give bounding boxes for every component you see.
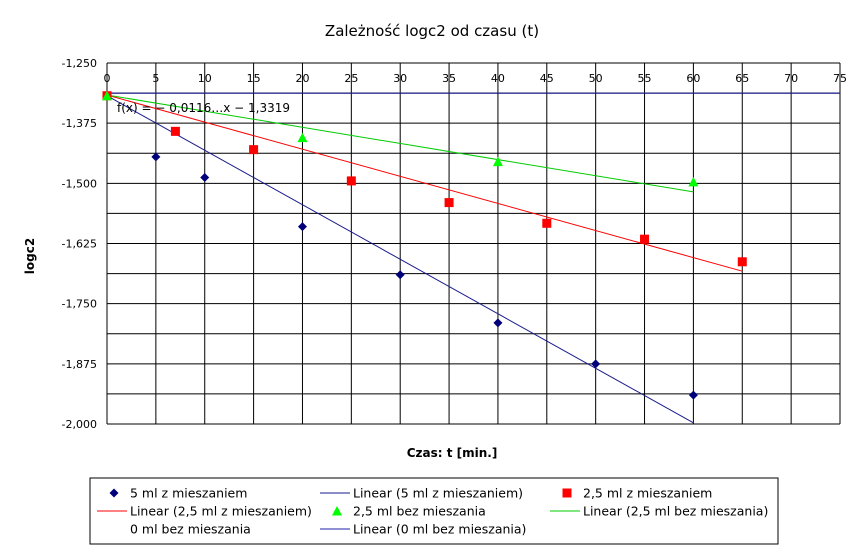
x-tick-label: 15 [247,72,261,85]
legend-marker [109,488,119,498]
legend-label: 2,5 ml bez mieszania [353,504,486,519]
legend-marker [332,506,342,516]
x-tick-label: 70 [784,72,798,85]
data-point [249,145,259,155]
x-tick-label: 35 [442,72,456,85]
x-tick-label: 10 [198,72,212,85]
legend-label: Linear (5 ml z mieszaniem) [353,486,523,501]
data-point [297,132,308,143]
data-point [102,90,112,101]
data-point [591,359,601,369]
y-tick-label: -1,250 [62,57,97,70]
data-point [737,257,747,267]
data-point [170,126,180,136]
legend: 5 ml z mieszaniem Linear (5 ml z mieszani… [97,486,768,537]
data-points [102,90,747,400]
data-point [688,390,698,400]
legend-label: 2,5 ml z mieszaniem [583,486,712,501]
y-tick-label: -1,750 [62,298,97,311]
x-tick-label: 55 [638,72,652,85]
legend-label: 5 ml z mieszaniem [130,486,247,501]
trendlines [106,92,840,424]
legend-label: Linear (0 ml bez mieszania) [353,522,526,537]
legend-marker [562,488,572,498]
x-tick-labels: 0 5 10 15 20 25 30 35 40 45 50 55 60 65 70 75 [104,72,848,85]
y-tick-label: -1,375 [62,117,97,130]
gridlines [106,62,841,425]
x-tick-label: 30 [393,72,407,85]
data-point [444,198,454,208]
x-tick-label: 40 [491,72,505,85]
legend-label: 0 ml bez mieszania [130,522,251,537]
x-tick-label: 20 [295,72,309,85]
data-point [200,173,210,183]
data-point [688,176,699,187]
data-point [492,156,503,167]
data-point [640,234,650,244]
x-tick-label: 0 [104,72,111,85]
chart-title: Zależność logc2 od czasu (t) [325,22,539,40]
trendline-equation: f(x) = − 0,0116…x − 1,3319 [117,101,290,115]
y-tick-labels: -1,250 -1,375 -1,500 -1,625 -1,750 -1,875 -2,0… [62,57,97,431]
y-tick-label: -1,625 [62,238,97,251]
legend-label: Linear (2,5 ml bez mieszania) [583,504,768,519]
x-axis-title: Czas: t [min.] [407,446,498,460]
y-tick-label: -2,000 [62,418,97,431]
x-tick-label: 45 [540,72,554,85]
legend-label: Linear (2,5 ml z mieszaniem) [130,504,312,519]
data-point [297,222,307,232]
data-point [395,270,405,280]
x-tick-label: 75 [833,72,847,85]
trendline [106,94,743,272]
y-tick-label: -1,875 [62,358,97,371]
x-tick-label: 5 [152,72,159,85]
trendline [106,94,694,193]
x-tick-label: 65 [735,72,749,85]
x-tick-label: 50 [589,72,603,85]
data-point [493,318,503,328]
data-point [346,176,356,186]
x-tick-label: 25 [344,72,358,85]
y-axis-title: logc2 [23,238,37,274]
data-point [542,218,552,228]
x-tick-label: 60 [686,72,700,85]
data-point [151,152,161,162]
y-tick-label: -1,500 [62,177,97,190]
legend-box [89,477,779,545]
